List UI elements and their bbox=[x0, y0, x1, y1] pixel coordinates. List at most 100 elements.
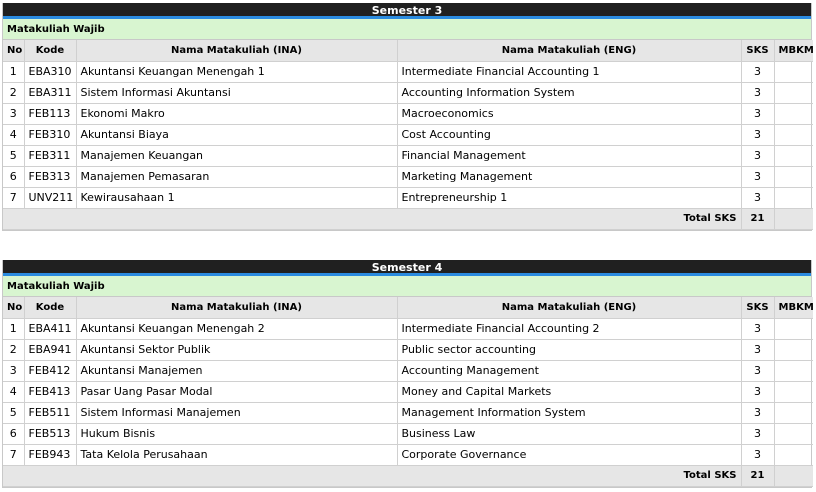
column-header-mbkm: MBKM bbox=[773, 297, 813, 319]
course-sks: 3 bbox=[740, 317, 775, 340]
course-code: EBA310 bbox=[23, 60, 77, 83]
course-code: EBA411 bbox=[23, 317, 77, 340]
row-number: 2 bbox=[3, 338, 25, 361]
course-code: FEB513 bbox=[23, 422, 77, 445]
table-row: 6 FEB513 Hukum Bisnis Business Law 3 bbox=[3, 422, 813, 445]
course-code: FEB313 bbox=[23, 165, 77, 188]
total-sks-label: Total SKS bbox=[3, 207, 742, 230]
table-row: 4 FEB310 Akuntansi Biaya Cost Accounting 3 bbox=[3, 123, 813, 146]
row-number: 5 bbox=[3, 144, 25, 167]
course-mbkm bbox=[773, 81, 813, 104]
course-table: No Kode Nama Matakuliah (INA) Nama Matakuli… bbox=[3, 297, 813, 487]
table-row: 2 EBA311 Sistem Informasi Akuntansi Account… bbox=[3, 81, 813, 104]
total-row: Total SKS 21 bbox=[3, 207, 813, 230]
semester-4-block: Semester 4 Matakuliah Wajib No Kode Nama M… bbox=[2, 260, 813, 488]
course-name-ina: Manajemen Keuangan bbox=[75, 144, 398, 167]
semester-title: Semester 4 bbox=[3, 260, 811, 276]
column-header-eng: Nama Matakuliah (ENG) bbox=[396, 40, 742, 62]
column-header-sks: SKS bbox=[740, 40, 775, 62]
course-sks: 3 bbox=[740, 380, 775, 403]
category-label: Matakuliah Wajib bbox=[3, 19, 811, 40]
table-row: 5 FEB311 Manajemen Keuangan Financial Manag… bbox=[3, 144, 813, 167]
table-row: 5 FEB511 Sistem Informasi Manajemen Managem… bbox=[3, 401, 813, 424]
total-mbkm-cell bbox=[773, 464, 813, 487]
course-mbkm bbox=[773, 60, 813, 83]
course-name-eng: Macroeconomics bbox=[396, 102, 742, 125]
row-number: 7 bbox=[3, 186, 25, 209]
row-number: 3 bbox=[3, 102, 25, 125]
course-code: FEB511 bbox=[23, 401, 77, 424]
column-header-ina: Nama Matakuliah (INA) bbox=[75, 297, 398, 319]
course-name-eng: Entrepreneurship 1 bbox=[396, 186, 742, 209]
course-name-ina: Hukum Bisnis bbox=[75, 422, 398, 445]
table-row: 3 FEB113 Ekonomi Makro Macroeconomics 3 bbox=[3, 102, 813, 125]
course-name-ina: Manajemen Pemasaran bbox=[75, 165, 398, 188]
course-mbkm bbox=[773, 102, 813, 125]
course-mbkm bbox=[773, 380, 813, 403]
course-code: FEB413 bbox=[23, 380, 77, 403]
row-number: 3 bbox=[3, 359, 25, 382]
table-row: 1 EBA411 Akuntansi Keuangan Menengah 2 Inte… bbox=[3, 317, 813, 340]
table-row: 2 EBA941 Akuntansi Sektor Publik Public sec… bbox=[3, 338, 813, 361]
total-mbkm-cell bbox=[773, 207, 813, 230]
course-name-ina: Ekonomi Makro bbox=[75, 102, 398, 125]
course-name-eng: Intermediate Financial Accounting 2 bbox=[396, 317, 742, 340]
course-name-eng: Money and Capital Markets bbox=[396, 380, 742, 403]
row-number: 1 bbox=[3, 317, 25, 340]
course-name-eng: Management Information System bbox=[396, 401, 742, 424]
course-sks: 3 bbox=[740, 165, 775, 188]
course-sks: 3 bbox=[740, 401, 775, 424]
course-name-eng: Business Law bbox=[396, 422, 742, 445]
course-mbkm bbox=[773, 422, 813, 445]
course-sks: 3 bbox=[740, 123, 775, 146]
row-number: 5 bbox=[3, 401, 25, 424]
course-name-eng: Cost Accounting bbox=[396, 123, 742, 146]
table-row: 7 FEB943 Tata Kelola Perusahaan Corporate G… bbox=[3, 443, 813, 466]
course-name-ina: Akuntansi Keuangan Menengah 2 bbox=[75, 317, 398, 340]
course-name-eng: Marketing Management bbox=[396, 165, 742, 188]
semester-3-block: Semester 3 Matakuliah Wajib No Kode Nama M… bbox=[2, 3, 813, 231]
course-mbkm bbox=[773, 338, 813, 361]
course-sks: 3 bbox=[740, 60, 775, 83]
course-code: FEB113 bbox=[23, 102, 77, 125]
course-name-ina: Akuntansi Biaya bbox=[75, 123, 398, 146]
total-row: Total SKS 21 bbox=[3, 464, 813, 487]
course-code: FEB311 bbox=[23, 144, 77, 167]
course-sks: 3 bbox=[740, 102, 775, 125]
course-code: FEB943 bbox=[23, 443, 77, 466]
course-name-ina: Akuntansi Keuangan Menengah 1 bbox=[75, 60, 398, 83]
category-label: Matakuliah Wajib bbox=[3, 276, 811, 297]
row-number: 6 bbox=[3, 422, 25, 445]
semester-title: Semester 3 bbox=[3, 3, 811, 19]
row-number: 4 bbox=[3, 123, 25, 146]
column-header-eng: Nama Matakuliah (ENG) bbox=[396, 297, 742, 319]
column-header-sks: SKS bbox=[740, 297, 775, 319]
course-name-ina: Akuntansi Sektor Publik bbox=[75, 338, 398, 361]
course-mbkm bbox=[773, 165, 813, 188]
course-mbkm bbox=[773, 186, 813, 209]
table-row: 1 EBA310 Akuntansi Keuangan Menengah 1 Inte… bbox=[3, 60, 813, 83]
course-mbkm bbox=[773, 401, 813, 424]
row-number: 1 bbox=[3, 60, 25, 83]
course-mbkm bbox=[773, 123, 813, 146]
table-row: 7 UNV211 Kewirausahaan 1 Entrepreneurship 1… bbox=[3, 186, 813, 209]
course-sks: 3 bbox=[740, 144, 775, 167]
course-name-eng: Accounting Management bbox=[396, 359, 742, 382]
table-row: 3 FEB412 Akuntansi Manajemen Accounting Man… bbox=[3, 359, 813, 382]
total-sks-value: 21 bbox=[740, 207, 775, 230]
course-mbkm bbox=[773, 443, 813, 466]
course-sks: 3 bbox=[740, 359, 775, 382]
course-code: FEB412 bbox=[23, 359, 77, 382]
course-name-eng: Accounting Information System bbox=[396, 81, 742, 104]
course-table: No Kode Nama Matakuliah (INA) Nama Matakuli… bbox=[3, 40, 813, 230]
course-code: EBA941 bbox=[23, 338, 77, 361]
course-name-ina: Kewirausahaan 1 bbox=[75, 186, 398, 209]
row-number: 7 bbox=[3, 443, 25, 466]
course-name-ina: Akuntansi Manajemen bbox=[75, 359, 398, 382]
course-name-eng: Intermediate Financial Accounting 1 bbox=[396, 60, 742, 83]
table-row: 6 FEB313 Manajemen Pemasaran Marketing Mana… bbox=[3, 165, 813, 188]
column-header-kode: Kode bbox=[23, 40, 77, 62]
column-header-ina: Nama Matakuliah (INA) bbox=[75, 40, 398, 62]
column-header-no: No bbox=[3, 40, 25, 62]
column-header-mbkm: MBKM bbox=[773, 40, 813, 62]
